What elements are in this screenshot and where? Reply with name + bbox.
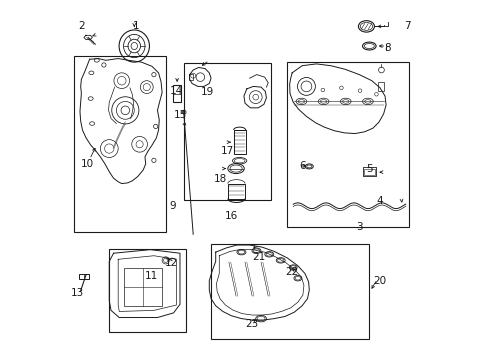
- Bar: [287, 62, 409, 227]
- Bar: [79, 274, 89, 279]
- Text: 10: 10: [80, 159, 94, 169]
- Text: 21: 21: [252, 252, 265, 262]
- Bar: [234, 130, 245, 154]
- Text: 6: 6: [299, 161, 305, 171]
- Bar: [74, 56, 166, 232]
- Text: 4: 4: [377, 196, 383, 206]
- Text: 13: 13: [71, 288, 84, 297]
- Text: 2: 2: [78, 21, 85, 31]
- Text: 9: 9: [170, 201, 176, 211]
- Bar: [189, 73, 193, 80]
- Text: 3: 3: [356, 222, 363, 232]
- Text: 14: 14: [170, 86, 183, 96]
- Text: 20: 20: [373, 276, 387, 286]
- Text: 17: 17: [221, 146, 235, 156]
- Text: 7: 7: [404, 21, 411, 31]
- Text: 15: 15: [174, 110, 187, 120]
- Bar: [109, 249, 186, 332]
- Bar: [228, 184, 245, 199]
- Bar: [211, 244, 369, 339]
- Text: 11: 11: [145, 271, 158, 281]
- Bar: [173, 85, 181, 102]
- Bar: [184, 63, 270, 200]
- Text: 22: 22: [285, 267, 298, 277]
- Text: 1: 1: [133, 21, 139, 31]
- Bar: [378, 82, 384, 91]
- Bar: [124, 268, 162, 306]
- Text: 8: 8: [384, 43, 391, 53]
- Text: 18: 18: [213, 174, 226, 184]
- Bar: [364, 168, 375, 175]
- Text: 19: 19: [201, 87, 214, 98]
- Text: 23: 23: [245, 319, 259, 329]
- Text: 5: 5: [366, 164, 372, 174]
- Text: 16: 16: [225, 211, 238, 221]
- Bar: [363, 167, 376, 176]
- Text: 12: 12: [165, 258, 178, 268]
